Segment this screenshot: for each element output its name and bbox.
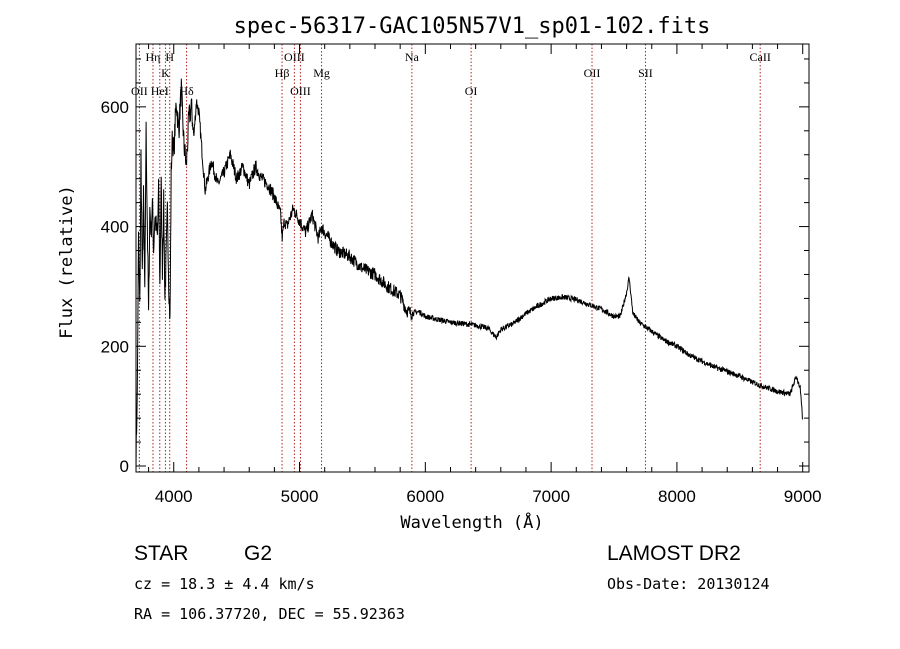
- marker-label-0: OII: [131, 84, 148, 98]
- y-tick-label: 200: [101, 337, 129, 356]
- y-tick-label: 400: [101, 218, 129, 237]
- y-axis-label: Flux (relative): [57, 185, 77, 339]
- x-tick-label: 7000: [532, 487, 570, 506]
- x-axis-label: Wavelength (Å): [400, 511, 543, 533]
- marker-label-10: Na: [405, 50, 420, 64]
- marker-label-1: Hη: [146, 50, 161, 64]
- marker-label-3: K: [161, 66, 170, 80]
- y-tick-label: 0: [120, 457, 129, 476]
- marker-label-11: OI: [465, 84, 478, 98]
- x-tick-label: 9000: [784, 487, 822, 506]
- spectrum-trace: [135, 78, 804, 473]
- marker-label-5: Hδ: [179, 84, 194, 98]
- plot-axes: [135, 43, 810, 473]
- object-subclass: G2: [244, 542, 272, 565]
- coordinates-readout: RA = 106.37720, DEC = 55.92363: [134, 605, 405, 623]
- x-tick-label: 5000: [281, 487, 319, 506]
- chart-title: spec-56317-GAC105N57V1_sp01-102.fits: [234, 14, 711, 39]
- marker-label-4: H: [165, 50, 174, 64]
- marker-label-2: HeI: [151, 84, 169, 98]
- y-tick-label: 600: [101, 98, 129, 117]
- marker-label-14: CaII: [750, 50, 771, 64]
- observation-date: Obs-Date: 20130124: [607, 575, 770, 593]
- x-tick-label: 8000: [658, 487, 696, 506]
- redshift-readout: cz = 18.3 ± 4.4 km/s: [134, 575, 315, 593]
- plot-frame: [135, 43, 810, 473]
- spectrum-line: [135, 78, 804, 473]
- marker-label-9: Mg: [313, 66, 330, 80]
- x-tick-label: 6000: [406, 487, 444, 506]
- marker-label-8: OIII: [290, 84, 311, 98]
- marker-label-12: OII: [584, 66, 601, 80]
- tick-labels: 4000 5000 6000 7000 8000 9000 0 200 400 600: [101, 98, 822, 506]
- object-class: STAR: [134, 542, 188, 565]
- marker-label-13: SII: [638, 66, 653, 80]
- marker-label-7: OIII: [284, 50, 305, 64]
- marker-label-6: Hβ: [275, 66, 290, 80]
- x-tick-label: 4000: [155, 487, 193, 506]
- survey-name: LAMOST DR2: [607, 542, 741, 565]
